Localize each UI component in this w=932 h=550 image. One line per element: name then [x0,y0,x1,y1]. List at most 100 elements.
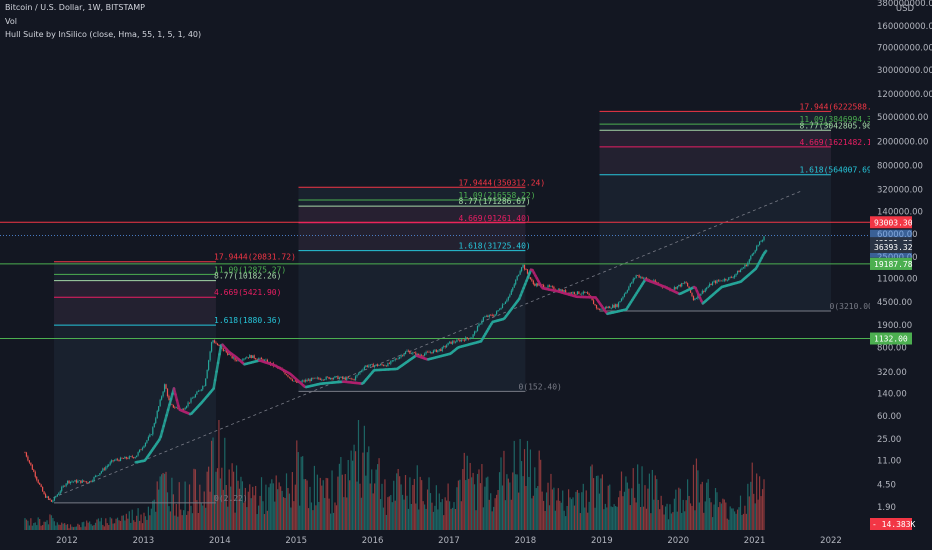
volume-bar [112,523,114,530]
volume-bar [216,468,219,530]
volume-bar [315,505,317,530]
candle-body [47,496,50,499]
volume-bar [28,525,30,530]
candle-body [579,293,581,295]
candle-body [225,350,227,353]
volume-bar [103,526,105,530]
candle-body [541,284,543,286]
volume-bar [631,488,633,530]
candle-body [697,294,699,299]
price-tag-label: 93003.30 [874,218,913,227]
volume-bar [728,519,730,530]
volume-bar [174,515,176,530]
candle-body [595,305,598,309]
volume-bar [59,524,61,530]
candle-body [515,280,517,285]
candle-body [116,459,119,460]
candle-body [654,280,656,283]
candle-body [89,481,91,483]
candle-body [620,298,623,302]
candle-body [75,480,78,483]
candle-body [185,406,188,408]
candle-body [208,360,210,370]
volume-bar [42,525,44,530]
volume-bar [119,520,122,530]
volume-bar [243,502,245,530]
candle-body [457,339,460,341]
fib-level-label: 4.669(5421.90) [214,288,281,297]
price-tick-label: 1.90 [877,503,896,513]
candle-body [585,292,587,293]
candle-body [622,296,624,299]
volume-bar [516,474,518,530]
candle-body [744,264,746,268]
candle-body [59,491,61,494]
volume-bar [196,500,198,530]
time-tick-label: 2016 [362,536,384,546]
candle-body [701,290,703,294]
candle-body [328,377,330,380]
volume-bar [700,484,702,530]
volume-bar [704,501,706,530]
candle-body [155,418,157,424]
volume-bar [404,475,407,530]
candle-body [750,255,752,260]
volume-bar [747,483,749,530]
volume-bar [187,511,189,530]
volume-bar [166,492,169,530]
volume-bar [72,527,75,530]
candle-body [751,254,753,256]
candle-body [756,246,758,251]
volume-bar [34,522,36,530]
candle-body [376,364,379,366]
volume-bar [181,515,183,530]
volume-bar [604,503,606,530]
volume-bar [726,518,728,530]
volume-bar [570,499,573,530]
volume-bar [337,476,339,530]
volume-bar [538,450,540,530]
volume-bar [719,502,721,530]
hull-segment [215,361,220,373]
volume-bar [434,505,436,530]
volume-bar [74,526,76,530]
candle-body [426,351,429,353]
candle-body [459,339,461,342]
volume-bar [422,501,424,530]
volume-bar [141,523,144,530]
volume-bar [65,524,67,530]
candle-body [592,300,595,305]
candle-body [754,250,756,253]
volume-bar [406,495,408,530]
time-tick-label: 2015 [285,536,307,546]
volume-bar [553,487,555,530]
volume-bar [205,507,207,530]
candle-body [491,314,493,316]
candle-body [175,407,177,409]
volume-bar [763,479,765,530]
candle-body [153,423,155,428]
volume-bar [200,503,202,530]
candle-body [516,276,518,281]
volume-bar [134,521,136,530]
volume-bar [93,525,95,530]
volume-bar [80,527,82,530]
candle-body [71,481,73,483]
hull-segment [216,352,221,365]
volume-bar [275,475,277,530]
hull-segment [763,249,768,255]
candle-body [252,355,254,359]
candle-body [734,275,736,278]
volume-bar [687,479,689,530]
volume-bar [310,502,313,530]
candle-body [194,394,197,398]
candle-body [617,302,620,307]
candle-body [728,277,730,281]
volume-bar [573,505,576,530]
volume-bar [247,491,249,530]
candle-body [626,290,628,293]
volume-bar [379,499,382,530]
volume-bar [352,460,354,530]
volume-bar [670,513,673,530]
